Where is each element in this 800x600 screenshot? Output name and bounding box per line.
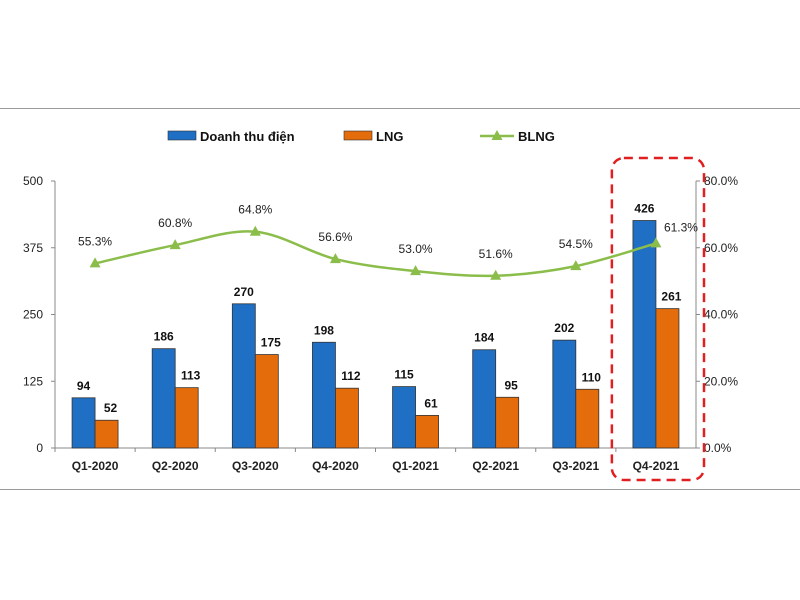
axes: 0 125 250 375 500 0.0% 20.0% 40.0% 60.0% 80.0% Q1-… [23,174,738,473]
right-tick-label: 60.0% [704,241,738,255]
right-tick-label: 40.0% [704,308,738,322]
right-tick-label: 80.0% [704,174,738,188]
bar-doanh-thu [392,386,416,449]
blng-data-label: 56.6% [318,230,352,244]
blng-marker [410,265,422,276]
bar-lng [254,354,279,449]
bar-lng [415,415,439,449]
bar-data-label: 186 [154,330,174,344]
bar-data-label: 61 [424,396,438,410]
blng-marker [490,269,502,280]
top-frame-line [0,108,800,109]
bar-doanh-thu [632,220,657,449]
x-tick-label: Q2-2020 [152,459,199,473]
blng-marker [89,257,101,268]
left-tick-label: 500 [23,174,43,188]
bar-doanh-thu [552,339,577,449]
blng-data-label: 54.5% [559,237,593,251]
blng-data-label: 61.3% [664,220,698,234]
bar-data-label: 426 [634,202,654,216]
bar-data-label: 110 [582,370,602,384]
legend: Doanh thu điện LNG BLNG [167,129,555,144]
legend-swatch [343,130,373,141]
legend-label: Doanh thu điện [200,129,295,144]
right-tick-label: 0.0% [704,441,732,455]
bar-data-label: 113 [181,369,201,383]
legend-label: LNG [376,129,403,144]
legend-swatch [167,130,197,141]
bar-lng [94,419,119,449]
blng-series-line [94,230,657,278]
bar-doanh-thu [231,303,256,449]
blng-line: 55.3% 60.8% 64.8% 56.6% 53.0% 51.6% 54.5% 61.3% [78,203,698,280]
bar-data-label: 115 [394,368,414,382]
bar-data-label: 198 [314,323,334,337]
bar-data-label: 94 [77,379,91,393]
left-tick-label: 0 [36,441,43,455]
bar-doanh-thu [151,348,176,449]
left-tick-label: 125 [23,374,43,388]
bar-lng [335,387,359,449]
bar-lng [495,396,520,449]
bar-data-label: 184 [474,331,494,345]
bar-lng [655,308,680,449]
bars: 94 186 270 198 115 184 202 426 52 113 175 112 61 95 11… [71,202,682,449]
blng-marker [329,253,341,264]
x-tick-label: Q4-2020 [312,459,359,473]
x-tick-label: Q4-2021 [633,459,680,473]
bar-lng [174,387,199,449]
bar-data-label: 270 [234,285,254,299]
bar-lng [575,388,600,449]
bar-data-label: 175 [261,336,281,350]
bar-data-label: 95 [505,378,519,392]
bar-data-label: 112 [341,369,361,383]
legend-marker [491,130,503,140]
bar-data-label: 52 [104,401,118,415]
legend-label: BLNG [518,129,555,144]
blng-data-label: 53.0% [399,242,433,256]
bar-doanh-thu [71,397,96,449]
blng-data-label: 55.3% [78,234,112,248]
blng-marker [570,260,582,271]
left-tick-label: 250 [23,308,43,322]
bar-data-label: 202 [554,321,574,335]
blng-data-label: 64.8% [238,203,272,217]
left-tick-label: 375 [23,241,43,255]
blng-data-label: 60.8% [158,216,192,230]
highlight-box [610,156,706,482]
x-tick-label: Q1-2021 [392,459,439,473]
right-tick-label: 20.0% [704,374,738,388]
x-tick-label: Q3-2021 [552,459,599,473]
bar-doanh-thu [312,341,336,449]
bar-data-label: 261 [661,290,681,304]
blng-marker [169,239,181,250]
bottom-frame-line [0,489,800,490]
x-tick-label: Q1-2020 [72,459,119,473]
blng-data-label: 51.6% [479,247,513,261]
highlight-dashed-box [610,156,706,482]
bar-doanh-thu [472,349,497,449]
blng-marker [249,225,261,236]
x-tick-label: Q2-2021 [472,459,519,473]
blng-marker [650,237,662,248]
x-tick-label: Q3-2020 [232,459,279,473]
